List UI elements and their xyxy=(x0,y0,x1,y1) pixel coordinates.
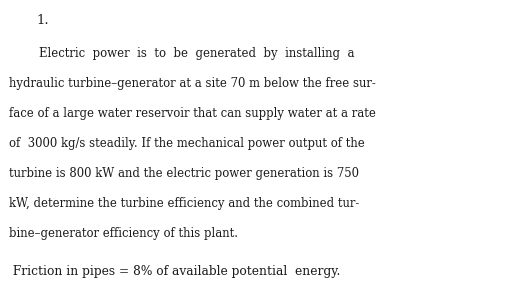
Text: 1.: 1. xyxy=(36,14,49,27)
Text: of  3000 kg/s steadily. If the mechanical power output of the: of 3000 kg/s steadily. If the mechanical… xyxy=(9,137,365,150)
Text: Electric  power  is  to  be  generated  by  installing  a: Electric power is to be generated by ins… xyxy=(9,47,355,60)
Text: face of a large water reservoir that can supply water at a rate: face of a large water reservoir that can… xyxy=(9,107,376,120)
Text: kW, determine the turbine efficiency and the combined tur-: kW, determine the turbine efficiency and… xyxy=(9,197,360,210)
Text: bine–generator efficiency of this plant.: bine–generator efficiency of this plant. xyxy=(9,227,238,240)
Text: hydraulic turbine–generator at a site 70 m below the free sur-: hydraulic turbine–generator at a site 70… xyxy=(9,77,376,90)
Text: Friction in pipes = 8% of available potential  energy.: Friction in pipes = 8% of available pote… xyxy=(9,265,341,278)
Text: turbine is 800 kW and the electric power generation is 750: turbine is 800 kW and the electric power… xyxy=(9,167,359,180)
